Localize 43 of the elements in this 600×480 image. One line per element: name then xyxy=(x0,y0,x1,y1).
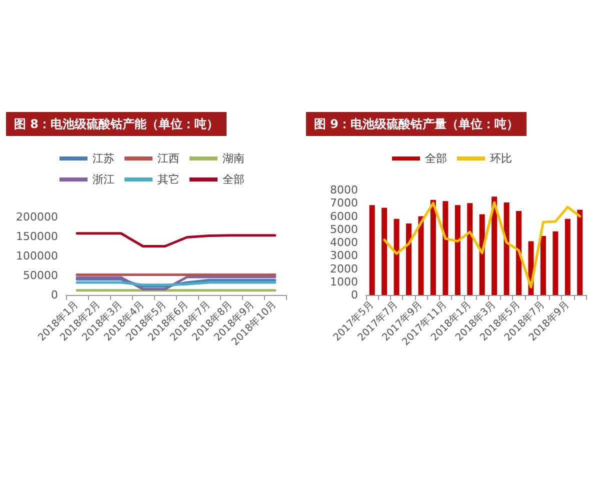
y-tick-label: 0 xyxy=(51,288,58,302)
legend-label: 环比 xyxy=(490,152,512,165)
legend-label: 湖南 xyxy=(222,152,244,165)
bar xyxy=(406,223,412,295)
y-tick-label: 150000 xyxy=(16,230,58,243)
legend-label: 全部 xyxy=(222,173,244,186)
bar xyxy=(454,205,460,295)
bar xyxy=(430,200,436,295)
chart-title: 图 9：电池级硫酸钴产量（单位：吨） xyxy=(314,117,519,131)
legend-label: 全部 xyxy=(425,152,447,165)
legend-label: 江西 xyxy=(158,152,180,165)
bar xyxy=(552,231,558,295)
bar xyxy=(369,205,375,295)
line-series xyxy=(76,232,276,248)
bar xyxy=(492,196,498,295)
bar xyxy=(577,210,583,295)
bar xyxy=(382,208,388,295)
legend-label: 其它 xyxy=(158,173,180,186)
y-tick-label: 0 xyxy=(351,288,358,302)
bar xyxy=(479,214,485,295)
chart-title: 图 8：电池级硫酸钴产能（单位：吨） xyxy=(14,117,219,131)
bar xyxy=(504,202,510,295)
y-tick-label: 200000 xyxy=(16,210,58,224)
y-tick-label: 8000 xyxy=(330,184,358,196)
bar xyxy=(467,203,473,295)
y-tick-label: 4000 xyxy=(330,236,358,249)
line-series xyxy=(383,201,582,288)
bar xyxy=(418,216,424,295)
bar xyxy=(394,218,400,295)
y-tick-label: 100000 xyxy=(16,250,58,262)
y-tick-label: 7000 xyxy=(330,196,358,210)
y-tick-label: 2000 xyxy=(330,262,358,276)
y-tick-label: 1000 xyxy=(330,275,358,288)
bar xyxy=(442,201,448,295)
legend-label: 江苏 xyxy=(92,152,114,165)
bar xyxy=(516,211,522,295)
bar xyxy=(564,218,570,295)
y-tick-label: 50000 xyxy=(23,269,58,282)
bar xyxy=(540,236,546,295)
y-tick-label: 6000 xyxy=(330,210,358,223)
legend-label: 浙江 xyxy=(92,173,114,186)
y-tick-label: 3000 xyxy=(330,249,358,262)
y-tick-label: 5000 xyxy=(330,222,358,236)
